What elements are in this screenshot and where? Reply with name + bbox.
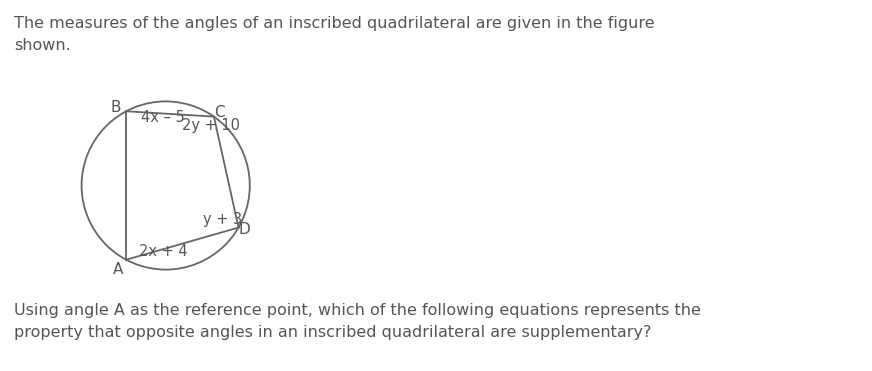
Text: 4x – 5: 4x – 5	[141, 111, 185, 125]
Text: y + 3: y + 3	[203, 211, 242, 227]
Text: The measures of the angles of an inscribed quadrilateral are given in the figure: The measures of the angles of an inscrib…	[14, 16, 655, 53]
Text: C: C	[214, 105, 224, 120]
Text: D: D	[239, 222, 250, 237]
Text: Using angle A as the reference point, which of the following equations represent: Using angle A as the reference point, wh…	[14, 303, 701, 340]
Text: B: B	[111, 99, 121, 115]
Text: 2y + 10: 2y + 10	[182, 118, 240, 132]
Text: 2x + 4: 2x + 4	[139, 244, 187, 259]
Text: A: A	[112, 262, 123, 278]
